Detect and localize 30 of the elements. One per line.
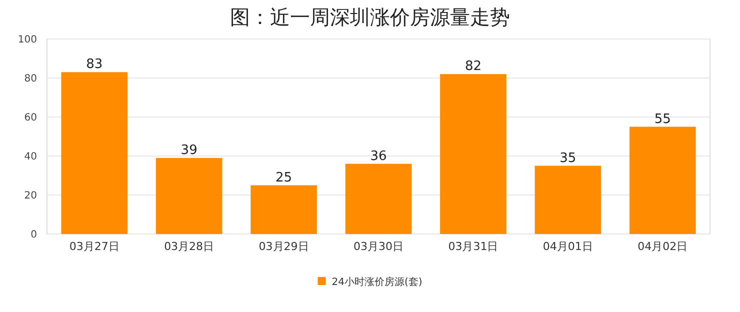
data-label: 55 (654, 112, 671, 127)
x-tick-label: 04月02日 (638, 240, 688, 253)
legend-label: 24小时涨价房源(套) (332, 276, 422, 288)
data-label: 39 (180, 142, 198, 158)
x-tick-label: 04月01日 (542, 240, 593, 253)
y-tick-label: 0 (30, 230, 37, 240)
data-label: 35 (560, 150, 576, 166)
data-label: 83 (86, 57, 103, 72)
data-label: 36 (370, 148, 387, 164)
legend: 24小时涨价房源(套) (318, 277, 422, 288)
x-tick-label: 03月30日 (354, 240, 404, 253)
y-tick-label: 20 (24, 190, 37, 202)
y-tick-label: 60 (24, 112, 37, 124)
x-tick-label: 03月31日 (448, 240, 498, 253)
bar (250, 185, 317, 234)
bar (61, 72, 128, 234)
x-tick-label: 03月29日 (258, 240, 309, 253)
x-tick-label: 03月28日 (164, 240, 214, 253)
data-label: 25 (276, 170, 292, 186)
y-tick-label: 80 (24, 74, 37, 84)
y-tick-label: 100 (18, 34, 37, 46)
chart-title: 图：近一周深圳涨价房源量走势 (230, 5, 510, 29)
bar (440, 74, 506, 234)
y-tick-label: 40 (24, 152, 37, 162)
bar (156, 158, 222, 234)
x-tick-label: 03月27日 (69, 240, 120, 253)
bar (345, 164, 412, 234)
bar (534, 166, 602, 234)
data-label: 82 (464, 59, 482, 74)
bar (629, 126, 696, 234)
